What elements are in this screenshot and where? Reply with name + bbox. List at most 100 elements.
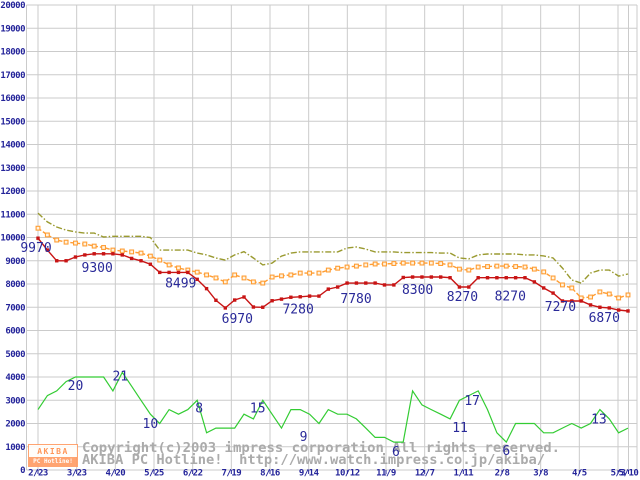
- marker-lowest-price: [570, 299, 574, 303]
- marker-average-price: [569, 285, 575, 291]
- point-label: 7280: [282, 303, 313, 318]
- x-tick-label: 6/22: [183, 469, 203, 479]
- point-label: 7270: [545, 300, 576, 315]
- marker-lowest-price: [513, 276, 518, 280]
- marker-lowest-price: [579, 299, 583, 303]
- marker-lowest-price: [560, 299, 565, 303]
- marker-average-price: [616, 295, 622, 301]
- y-tick-label: 1000: [5, 443, 25, 453]
- marker-average-price: [353, 263, 359, 269]
- marker-average-price: [456, 266, 462, 272]
- marker-average-price: [82, 241, 88, 247]
- marker-lowest-price: [158, 270, 162, 275]
- marker-average-price: [382, 261, 387, 267]
- marker-average-price: [550, 275, 556, 281]
- marker-lowest-price: [55, 259, 59, 263]
- marker-lowest-price: [176, 270, 181, 275]
- marker-lowest-price: [607, 306, 611, 310]
- marker-lowest-price: [214, 298, 218, 302]
- marker-average-price: [419, 260, 425, 266]
- marker-lowest-price: [139, 259, 143, 263]
- data-series: [35, 212, 631, 444]
- marker-average-price: [541, 269, 547, 275]
- marker-average-price: [410, 260, 416, 266]
- line-average-price: [37, 227, 629, 299]
- point-label: 9970: [20, 241, 51, 256]
- point-label: 6870: [589, 311, 620, 326]
- marker-lowest-price: [588, 303, 593, 307]
- marker-average-price: [513, 264, 519, 270]
- y-tick-label: 3000: [5, 396, 25, 406]
- marker-lowest-price: [120, 253, 124, 257]
- y-tick-label: 6000: [5, 327, 25, 337]
- marker-lowest-price: [83, 253, 87, 257]
- y-tick-label: 5000: [5, 350, 25, 360]
- marker-lowest-price: [551, 291, 555, 295]
- marker-lowest-price: [467, 285, 471, 289]
- x-tick-label: 5/3: [611, 469, 626, 479]
- x-tick-label: 10/12: [335, 469, 360, 479]
- marker-lowest-price: [195, 277, 199, 282]
- marker-average-price: [204, 272, 210, 278]
- point-label: 15: [250, 401, 266, 416]
- y-tick-label: 17000: [0, 71, 25, 81]
- marker-lowest-price: [420, 275, 424, 279]
- marker-lowest-price: [129, 256, 134, 261]
- y-tick-label: 10000: [0, 234, 25, 244]
- marker-average-price: [438, 261, 444, 266]
- point-label: 9: [300, 430, 308, 445]
- y-tick-label: 4000: [5, 373, 25, 383]
- marker-lowest-price: [448, 276, 452, 280]
- x-final-tick-label: 5/10: [619, 469, 639, 479]
- marker-average-price: [559, 282, 565, 288]
- marker-average-price: [391, 261, 397, 266]
- y-tick-label: 16000: [0, 94, 25, 104]
- marker-lowest-price: [429, 275, 434, 279]
- marker-average-price: [363, 262, 369, 268]
- y-tick-label: 8000: [5, 280, 25, 290]
- point-label: 13: [591, 413, 607, 428]
- marker-lowest-price: [504, 276, 508, 280]
- marker-lowest-price: [410, 275, 415, 279]
- x-tick-label: 8/16: [260, 469, 280, 479]
- x-tick-label: 11/9: [376, 469, 396, 479]
- marker-average-price: [176, 265, 181, 271]
- x-tick-label: 4/20: [105, 469, 125, 479]
- marker-lowest-price: [354, 281, 359, 285]
- marker-lowest-price: [457, 285, 462, 289]
- line-highest-price: [37, 212, 629, 284]
- point-label: 21: [112, 369, 128, 384]
- marker-average-price: [503, 263, 509, 269]
- marker-lowest-price: [495, 276, 499, 280]
- akiba-pc-hotline-logo: AKIBA PC Hotline!: [28, 444, 78, 467]
- marker-average-price: [279, 273, 284, 279]
- marker-lowest-price: [148, 262, 153, 266]
- marker-average-price: [269, 274, 275, 280]
- marker-average-price: [625, 292, 631, 298]
- point-label: 11: [452, 421, 468, 436]
- marker-average-price: [325, 267, 331, 273]
- y-tick-label: 20000: [0, 1, 25, 11]
- point-label: 8300: [402, 283, 433, 298]
- data-point-labels: 9970 9300 8499 6970 7280 7780 8300 8270 8270 7270…: [20, 241, 620, 460]
- marker-average-price: [428, 260, 434, 266]
- marker-average-price: [344, 264, 350, 270]
- marker-lowest-price: [401, 275, 405, 280]
- marker-lowest-price: [626, 309, 630, 313]
- copyright-line1: Copyright(c)2003 impress corporation All…: [82, 441, 560, 456]
- marker-average-price: [129, 249, 135, 255]
- marker-lowest-price: [392, 283, 396, 287]
- y-tick-label: 12000: [0, 187, 25, 197]
- y-tick-label: 14000: [0, 141, 25, 151]
- marker-average-price: [494, 263, 500, 269]
- x-tick-label: 1/11: [453, 469, 473, 479]
- marker-lowest-price: [542, 286, 546, 290]
- y-tick-label: 11000: [0, 210, 25, 220]
- x-tick-label: 5/25: [144, 469, 164, 479]
- marker-average-price: [260, 280, 266, 286]
- marker-average-price: [194, 269, 200, 275]
- logo-akiba-text: AKIBA: [37, 447, 69, 456]
- point-label: 6: [502, 444, 510, 459]
- x-tick-label: 2/8: [495, 469, 510, 479]
